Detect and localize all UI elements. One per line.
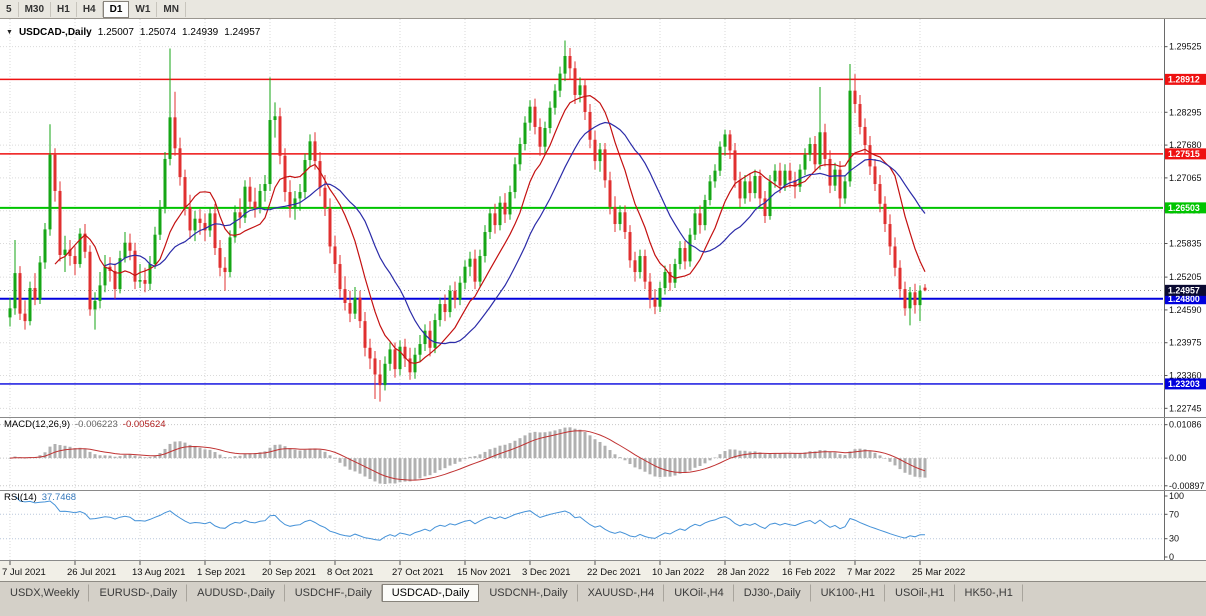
level-price-badge-text: 1.27515 <box>1168 149 1200 159</box>
chart-title-open: 1.25007 <box>97 27 134 38</box>
rsi-indicator-label: RSI(14) 37.7468 <box>4 492 76 503</box>
price-tick-label: 1.28295 <box>1169 107 1202 117</box>
timeframe-button-d1[interactable]: D1 <box>102 0 130 18</box>
date-label: 10 Jan 2022 <box>652 567 704 578</box>
date-axis[interactable]: 7 Jul 2021 26 Jul 2021 13 Aug 2021 1 Sep 20… <box>0 561 1206 581</box>
date-label: 22 Dec 2021 <box>587 567 641 578</box>
rsi-axis-label: 70 <box>1169 509 1179 519</box>
tab-audusd-daily[interactable]: AUDUSD-,Daily <box>187 584 285 602</box>
rsi-axis-label: 0 <box>1169 552 1174 562</box>
date-label: 7 Jul 2021 <box>2 567 46 578</box>
tab-uk100-h1[interactable]: UK100-,H1 <box>810 584 886 602</box>
date-label: 28 Jan 2022 <box>717 567 769 578</box>
ma-fast-line <box>54 94 926 364</box>
chart-title: ▼ USDCAD-,Daily 1.25007 1.25074 1.24939 … <box>6 27 260 38</box>
tab-usdchf-daily[interactable]: USDCHF-,Daily <box>284 584 382 602</box>
date-label: 1 Sep 2021 <box>197 567 246 578</box>
macd-name: MACD(12,26,9) <box>4 419 70 430</box>
rsi-name: RSI(14) <box>4 492 37 503</box>
tab-ukoil-h4[interactable]: UKOil-,H4 <box>664 584 734 602</box>
timeframe-button-h4[interactable]: H4 <box>77 1 103 17</box>
candlesticks <box>8 40 927 402</box>
tab-eurusd-daily[interactable]: EURUSD-,Daily <box>89 584 188 602</box>
price-tick-label: 1.23360 <box>1169 371 1202 381</box>
rsi-axis-label: 100 <box>1169 491 1184 501</box>
price-tick-label: 1.27065 <box>1169 173 1202 183</box>
price-tick-label: 1.29525 <box>1169 42 1202 52</box>
ma-slow-line <box>104 121 926 345</box>
macd-indicator-label: MACD(12,26,9) -0.006223 -0.005624 <box>4 419 166 430</box>
date-label: 20 Sep 2021 <box>262 567 316 578</box>
timeframe-button-5[interactable]: 5 <box>0 1 19 17</box>
date-label: 7 Mar 2022 <box>847 567 895 578</box>
chart-symbol-icon: ▼ <box>6 29 13 36</box>
macd-pane[interactable] <box>0 424 1163 487</box>
timeframe-button-w1[interactable]: W1 <box>129 1 158 17</box>
price-tick-label: 1.25835 <box>1169 239 1202 249</box>
date-label: 16 Feb 2022 <box>782 567 835 578</box>
tab-usdcnh-daily[interactable]: USDCNH-,Daily <box>479 584 578 602</box>
macd-axis-label: 0.00 <box>1169 453 1187 463</box>
chart-title-low: 1.24939 <box>182 27 219 38</box>
chart-area[interactable]: 7 Jul 2021 26 Jul 2021 13 Aug 2021 1 Sep 20… <box>0 19 1206 581</box>
price-tick-label: 1.25205 <box>1169 272 1202 282</box>
chart-tabs-bar: USDX,Weekly EURUSD-,Daily AUDUSD-,Daily USD… <box>0 581 1206 616</box>
price-tick-label: 1.22745 <box>1169 403 1202 413</box>
macd-signal-value: -0.005624 <box>122 419 166 430</box>
date-label: 3 Dec 2021 <box>522 567 571 578</box>
date-label: 8 Oct 2021 <box>327 567 373 578</box>
date-label: 15 Nov 2021 <box>457 567 511 578</box>
tab-hk50-h1[interactable]: HK50-,H1 <box>954 584 1023 602</box>
level-price-badge <box>1165 148 1206 160</box>
date-label: 13 Aug 2021 <box>132 567 185 578</box>
tab-dj30-daily[interactable]: DJ30-,Daily <box>733 584 811 602</box>
date-label: 27 Oct 2021 <box>392 567 444 578</box>
level-price-badge <box>1165 202 1206 214</box>
macd-axis-label: -0.00897 <box>1169 481 1205 491</box>
price-tick-label: 1.24590 <box>1169 305 1202 315</box>
chart-title-close: 1.24957 <box>224 27 261 38</box>
date-label: 25 Mar 2022 <box>912 567 965 578</box>
rsi-axis-label: 30 <box>1169 534 1179 544</box>
timeframe-toolbar: 5 M30 H1 H4 D1 W1 MN <box>0 0 1206 19</box>
tab-xauusd-h4[interactable]: XAUUSD-,H4 <box>577 584 665 602</box>
price-axis[interactable]: 1.295251.282951.276801.270651.264501.258… <box>1164 19 1206 562</box>
rsi-line <box>14 495 925 541</box>
rsi-pane[interactable] <box>0 495 1163 541</box>
price-tick-label: 1.27680 <box>1169 140 1202 150</box>
timeframe-button-m30[interactable]: M30 <box>19 1 52 17</box>
tab-usdx-weekly[interactable]: USDX,Weekly <box>0 584 90 602</box>
chart-title-symbol: USDCAD-,Daily <box>18 27 92 38</box>
level-price-badge <box>1165 378 1206 390</box>
date-label: 26 Jul 2021 <box>67 567 116 578</box>
current-price-badge <box>1165 284 1206 296</box>
rsi-value: 37.7468 <box>41 492 77 503</box>
chart-canvas[interactable]: 7 Jul 2021 26 Jul 2021 13 Aug 2021 1 Sep 20… <box>0 19 1206 581</box>
level-price-badge <box>1165 293 1206 305</box>
level-price-badge-text: 1.23203 <box>1168 379 1200 389</box>
macd-signal-line <box>9 430 926 481</box>
main-price-pane[interactable] <box>0 40 1163 402</box>
tab-usoil-h1[interactable]: USOil-,H1 <box>885 584 955 602</box>
macd-main-value: -0.006223 <box>75 419 118 430</box>
price-tick-label: 1.23975 <box>1169 338 1202 348</box>
macd-axis-label: 0.01086 <box>1169 420 1202 430</box>
level-price-badge-text: 1.24800 <box>1168 294 1200 304</box>
current-price-badge-text: 1.24957 <box>1168 286 1200 296</box>
chart-title-high: 1.25074 <box>139 27 177 38</box>
timeframe-button-mn[interactable]: MN <box>157 1 186 17</box>
level-price-badge <box>1165 73 1206 85</box>
tab-usdcad-daily[interactable]: USDCAD-,Daily <box>381 584 480 602</box>
level-price-badge-text: 1.28912 <box>1168 75 1200 85</box>
level-price-badge-text: 1.26503 <box>1168 203 1200 213</box>
timeframe-button-h1[interactable]: H1 <box>51 1 77 17</box>
